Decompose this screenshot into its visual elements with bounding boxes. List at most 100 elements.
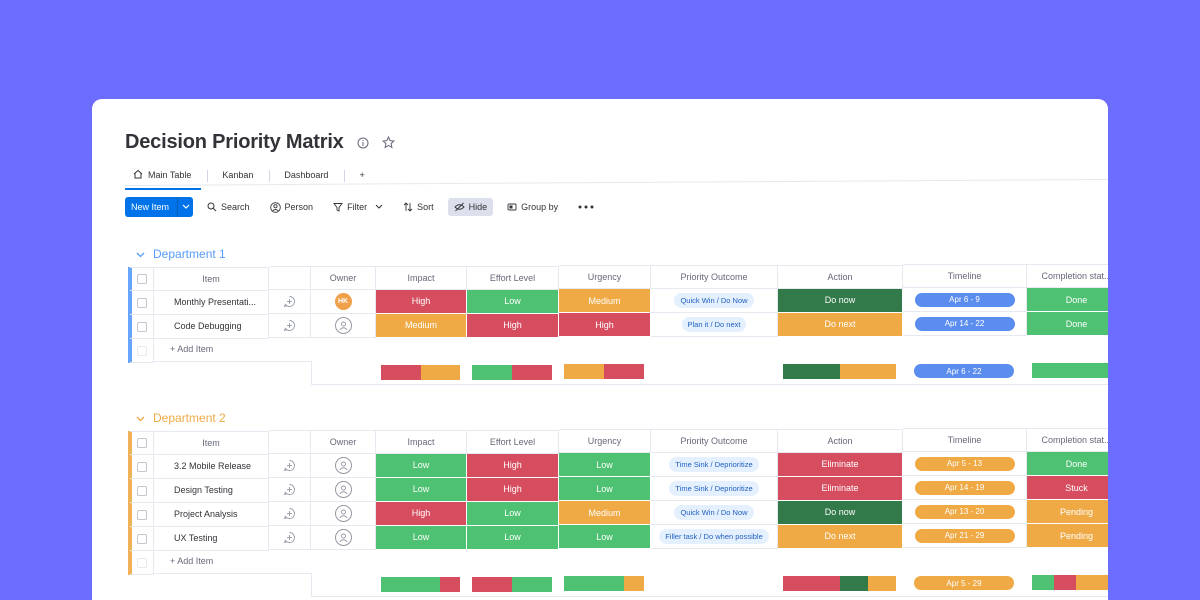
cell-owner[interactable] (311, 526, 376, 551)
hide-button[interactable]: Hide (447, 198, 494, 216)
row-checkbox[interactable] (136, 533, 147, 544)
cell-owner[interactable] (311, 454, 376, 479)
cell-owner[interactable]: HK (311, 290, 376, 315)
cell-completion[interactable]: Pending (1027, 524, 1108, 549)
empty-avatar-icon[interactable] (334, 529, 352, 547)
header-cell-effort[interactable]: Effort Level (467, 429, 559, 454)
avatar[interactable]: HK (334, 293, 352, 311)
cell-action[interactable]: Do next (778, 524, 903, 549)
more-options-button[interactable] (572, 201, 600, 213)
new-item-button[interactable]: New Item (125, 197, 194, 217)
cell-outcome[interactable]: Time Sink / Deprioritize (651, 476, 778, 501)
cell-effort[interactable]: Low (467, 525, 559, 550)
header-cell-completion[interactable]: Completion stat... (1027, 264, 1108, 289)
select-all-checkbox[interactable] (136, 438, 147, 448)
add-update-icon[interactable] (269, 478, 311, 503)
add-update-icon[interactable] (269, 314, 311, 339)
row-checkbox[interactable] (136, 297, 147, 308)
cell-completion[interactable]: Done (1027, 288, 1108, 313)
tab-dashboard[interactable]: Dashboard (276, 164, 338, 188)
header-cell-item[interactable]: Item (154, 266, 269, 291)
cell-effort[interactable]: High (467, 453, 559, 478)
add-item-cell[interactable]: + Add Item (154, 550, 1108, 574)
row-checkbox[interactable] (136, 461, 147, 472)
header-cell-action[interactable]: Action (778, 428, 903, 453)
timeline-pill[interactable]: Apr 14 - 19 (914, 480, 1015, 495)
header-cell-urgency[interactable]: Urgency (559, 265, 651, 290)
cell-timeline[interactable]: Apr 21 - 29 (903, 524, 1027, 549)
cell-completion[interactable]: Done (1027, 452, 1108, 477)
cell-item[interactable]: Monthly Presentati... (154, 290, 269, 315)
timeline-pill[interactable]: Apr 21 - 29 (914, 528, 1015, 543)
cell-item[interactable]: Design Testing (154, 478, 269, 503)
cell-outcome[interactable]: Plan it / Do next (651, 312, 778, 337)
row-checkbox[interactable] (136, 485, 147, 496)
group-by-button[interactable]: Group by (501, 198, 564, 216)
cell-check[interactable] (130, 315, 154, 339)
cell-completion[interactable]: Pending (1027, 500, 1108, 525)
header-cell-outcome[interactable]: Priority Outcome (651, 264, 778, 289)
row-checkbox[interactable] (136, 509, 147, 520)
cell-timeline[interactable]: Apr 14 - 19 (903, 476, 1027, 501)
cell-impact[interactable]: Low (376, 525, 467, 550)
cell-outcome[interactable]: Time Sink / Deprioritize (651, 452, 778, 477)
cell-impact[interactable]: Low (376, 453, 467, 478)
empty-avatar-icon[interactable] (334, 457, 352, 475)
cell-timeline[interactable]: Apr 6 - 9 (903, 288, 1027, 313)
cell-check[interactable] (130, 479, 154, 503)
cell-effort[interactable]: Low (467, 501, 559, 526)
cell-effort[interactable]: Low (467, 289, 559, 314)
cell-urgency[interactable]: Medium (559, 501, 651, 526)
header-cell-impact[interactable]: Impact (376, 265, 467, 290)
group-title[interactable]: Department 2 (136, 411, 226, 425)
cell-item[interactable]: 3.2 Mobile Release (154, 454, 269, 479)
cell-outcome[interactable]: Filler task / Do when possible (651, 524, 778, 549)
header-cell-completion[interactable]: Completion stat... (1027, 428, 1108, 453)
timeline-pill[interactable]: Apr 5 - 13 (914, 456, 1015, 471)
add-item-button[interactable]: + Add Item (170, 556, 214, 566)
chevron-down-icon[interactable] (177, 197, 193, 217)
search-button[interactable]: Search (201, 198, 256, 216)
header-cell-owner[interactable]: Owner (311, 430, 376, 455)
add-update-icon[interactable] (269, 502, 311, 527)
row-checkbox[interactable] (136, 321, 147, 332)
cell-urgency[interactable]: Low (559, 453, 651, 478)
cell-impact[interactable]: Low (376, 477, 467, 502)
header-cell-timeline[interactable]: Timeline (903, 264, 1027, 289)
cell-action[interactable]: Do next (778, 312, 903, 337)
cell-impact[interactable]: Medium (376, 313, 467, 338)
cell-urgency[interactable]: Low (559, 477, 651, 502)
header-cell-urgency[interactable]: Urgency (559, 429, 651, 454)
chevron-down-icon[interactable] (136, 411, 145, 425)
add-update-icon[interactable] (269, 290, 311, 315)
header-cell-impact[interactable]: Impact (376, 429, 467, 454)
cell-item[interactable]: UX Testing (154, 526, 269, 551)
filter-button[interactable]: Filter (327, 198, 389, 216)
empty-avatar-icon[interactable] (334, 317, 352, 335)
cell-item[interactable]: Code Debugging (154, 314, 269, 339)
cell-action[interactable]: Eliminate (778, 452, 903, 477)
cell-impact[interactable]: High (376, 289, 467, 314)
empty-avatar-icon[interactable] (334, 481, 352, 499)
cell-urgency[interactable]: Medium (559, 289, 651, 314)
add-update-icon[interactable] (269, 526, 311, 551)
person-button[interactable]: Person (264, 198, 320, 217)
cell-outcome[interactable]: Quick Win / Do Now (651, 288, 778, 313)
sort-button[interactable]: Sort (397, 198, 440, 216)
cell-item[interactable]: Project Analysis (154, 502, 269, 527)
timeline-pill[interactable]: Apr 13 - 20 (914, 504, 1015, 519)
cell-check[interactable] (130, 455, 154, 479)
timeline-pill[interactable]: Apr 14 - 22 (914, 316, 1015, 331)
timeline-pill[interactable]: Apr 6 - 9 (914, 292, 1015, 307)
cell-action[interactable]: Do now (778, 500, 903, 525)
header-cell-effort[interactable]: Effort Level (467, 265, 559, 290)
chevron-down-icon[interactable] (136, 247, 145, 261)
cell-completion[interactable]: Done (1027, 312, 1108, 337)
cell-effort[interactable]: High (467, 313, 559, 338)
select-all-checkbox[interactable] (136, 274, 147, 284)
cell-timeline[interactable]: Apr 14 - 22 (903, 312, 1027, 337)
header-cell-timeline[interactable]: Timeline (903, 428, 1027, 453)
header-cell-owner[interactable]: Owner (311, 266, 376, 291)
cell-owner[interactable] (311, 502, 376, 527)
add-update-icon[interactable] (269, 454, 311, 479)
